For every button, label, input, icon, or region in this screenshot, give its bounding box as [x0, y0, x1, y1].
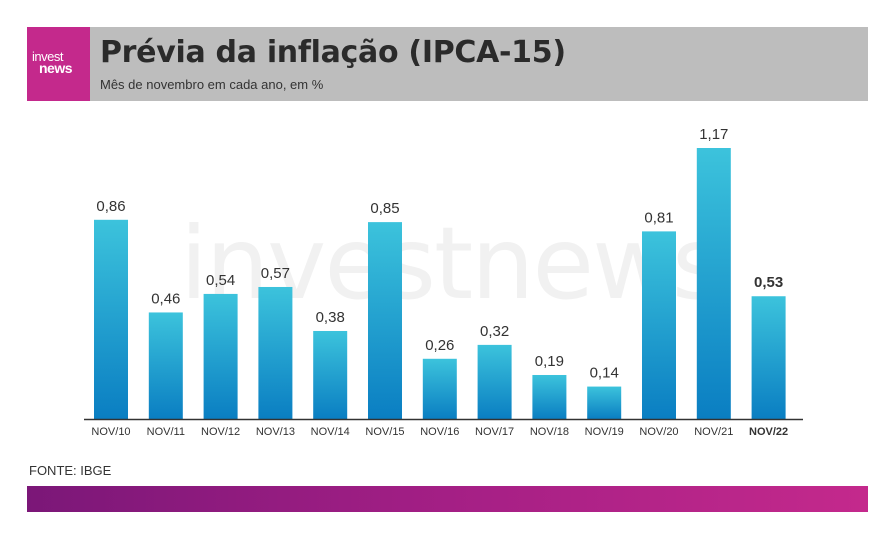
source-note: FONTE: IBGE	[29, 463, 112, 478]
logo-line-2: news	[39, 60, 73, 76]
category-label: NOV/18	[530, 426, 569, 438]
category-label: NOV/21	[694, 426, 733, 438]
value-labels-group: 0,86 0,46 0,54 0,57 0,38 0,85 0,26 0,32 0,19 0,14…	[96, 126, 783, 382]
category-label: NOV/16	[420, 426, 459, 438]
bar-nov-10	[94, 219, 128, 419]
value-label: 0,57	[261, 265, 290, 282]
bar-nov-16	[422, 358, 457, 419]
category-label: NOV/10	[91, 426, 130, 438]
category-label: NOV/20	[639, 426, 678, 438]
bar-nov-21	[696, 148, 731, 419]
bar-nov-13	[258, 286, 293, 419]
value-label: 0,19	[535, 353, 564, 370]
value-label: 0,14	[590, 365, 619, 382]
bar-nov-19	[587, 386, 622, 419]
chart-subtitle: Mês de novembro em cada ano, em %	[100, 77, 324, 92]
bar-nov-12	[203, 293, 238, 419]
value-label: 1,17	[699, 126, 728, 143]
value-label: 0,53	[754, 274, 783, 291]
value-label: 0,32	[480, 323, 509, 340]
category-label: NOV/11	[147, 426, 185, 438]
bar-nov-20	[642, 231, 676, 419]
logo-line-1: invest	[32, 49, 63, 64]
bar-nov-14	[313, 330, 348, 419]
category-label: NOV/12	[201, 426, 240, 438]
chart-title: Prévia da inflação (IPCA-15)	[100, 35, 566, 70]
value-label: 0,46	[151, 290, 180, 307]
bar-nov-18	[532, 374, 567, 419]
value-label: 0,54	[206, 272, 235, 289]
category-label: NOV/14	[311, 426, 350, 438]
footer-bar	[27, 486, 868, 512]
investnews-logo: invest news	[27, 27, 90, 101]
category-labels-group: NOV/10 NOV/11 NOV/12 NOV/13 NOV/14 NOV/15 NOV/…	[91, 426, 788, 438]
value-label: 0,86	[96, 198, 125, 215]
value-label: 0,38	[316, 309, 345, 326]
value-label: 0,85	[370, 200, 399, 217]
category-label: NOV/22	[749, 426, 788, 438]
header: invest news Prévia da inflação (IPCA-15)…	[27, 27, 868, 101]
bars-group	[94, 148, 786, 419]
value-label: 0,81	[644, 209, 673, 226]
category-label: NOV/15	[365, 426, 404, 438]
category-label: NOV/17	[475, 426, 514, 438]
bar-nov-11	[148, 312, 183, 419]
value-label: 0,26	[425, 337, 454, 354]
category-label: NOV/19	[585, 426, 624, 438]
bar-nov-17	[477, 344, 512, 419]
bar-nov-22	[751, 296, 786, 419]
category-label: NOV/13	[256, 426, 295, 438]
bar-nov-15	[368, 222, 402, 419]
